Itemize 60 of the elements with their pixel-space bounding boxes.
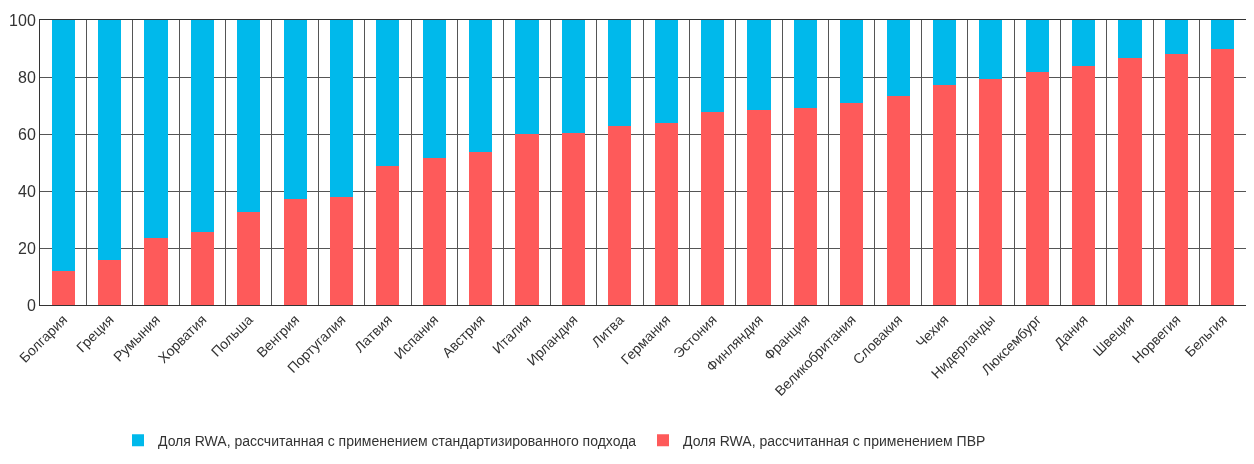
bar [886,96,910,305]
bar [1025,20,1049,72]
bar [886,20,910,97]
bar [97,259,122,305]
bar [979,79,1003,305]
y-tick-label: 80 [18,68,36,86]
bar [51,270,75,305]
bar [422,20,446,158]
bar [793,108,817,305]
bar [515,133,539,305]
bar [747,20,771,111]
bar [700,112,725,305]
bar [608,126,632,305]
bar [654,122,678,305]
bar [515,20,539,134]
bar [932,20,957,85]
bar [608,20,632,127]
bar [561,20,586,133]
bar [840,103,864,305]
legend-label: Доля RWA, рассчитанная с применением стандартизированного подхода [158,432,637,449]
bar [561,132,586,305]
bar [1211,49,1235,305]
bar [840,20,864,104]
y-tick-label: 20 [18,239,36,257]
bar [51,20,75,271]
y-tick-label: 100 [9,11,36,29]
bar [283,198,307,305]
bar [654,20,678,123]
bar [793,20,817,109]
bar [283,20,307,199]
bar [144,238,168,305]
y-tick-label: 0 [26,296,36,314]
bar [1025,71,1049,305]
bar [190,20,214,233]
bar [97,20,122,260]
bar [747,110,771,305]
legend-label: Доля RWA, рассчитанная с применением ПВР [683,432,986,449]
bar [190,232,214,305]
bar [1211,20,1235,50]
bar [1164,54,1189,305]
bar [469,151,493,305]
bar [979,20,1003,80]
bar [932,84,957,305]
bar [237,212,261,305]
bar [1072,20,1096,67]
y-tick-label: 40 [18,182,36,200]
bar [237,20,261,213]
bar [376,165,400,305]
bar [144,20,168,239]
bar [329,20,354,197]
bar [329,196,354,305]
bar [469,20,493,152]
bar [422,157,446,305]
bar [1118,57,1142,305]
bar [1118,20,1142,58]
bar [376,20,400,166]
bar [700,20,725,113]
bar [1164,20,1189,55]
y-tick-label: 60 [18,125,36,143]
bar [1072,66,1096,305]
